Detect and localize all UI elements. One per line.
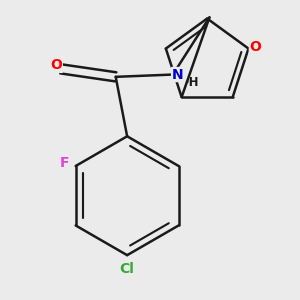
Text: N: N <box>172 68 183 82</box>
Text: Cl: Cl <box>120 262 135 276</box>
Text: F: F <box>59 156 69 170</box>
Text: ·H: ·H <box>185 76 200 89</box>
Text: O: O <box>249 40 261 54</box>
Text: O: O <box>50 58 62 72</box>
